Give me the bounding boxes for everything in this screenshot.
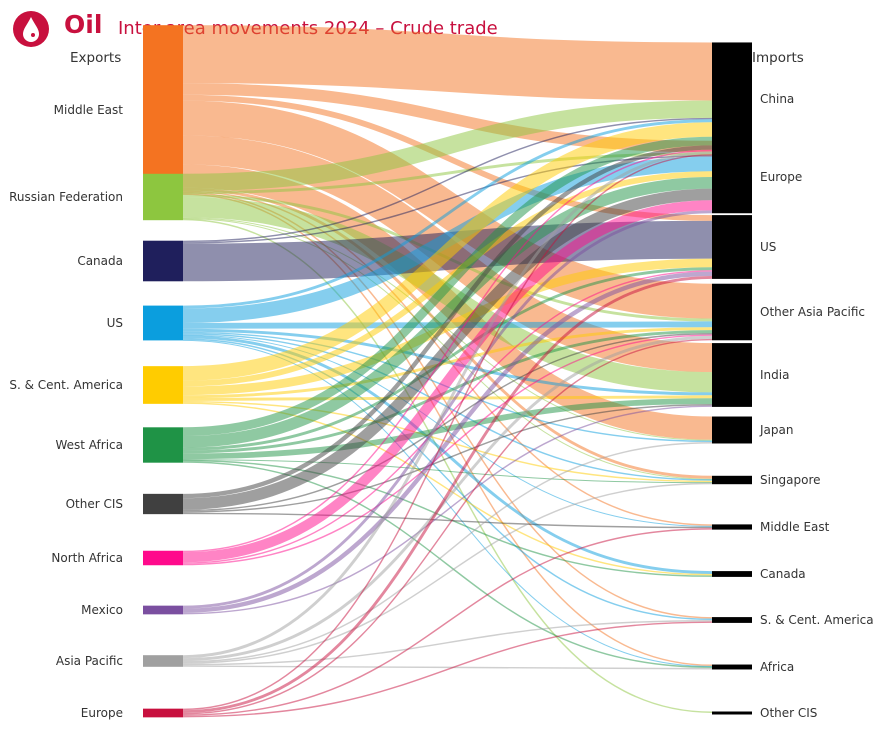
exporter-node <box>143 605 183 615</box>
exporter-label: Middle East <box>54 103 124 117</box>
exporter-node <box>143 708 183 718</box>
importer-node <box>712 711 752 715</box>
oil-drop-icon <box>13 11 49 47</box>
exporter-label: Canada <box>77 254 123 268</box>
importer-node <box>712 283 752 341</box>
importer-node <box>712 42 752 156</box>
flow-link <box>182 327 713 399</box>
importer-node <box>712 343 752 407</box>
flow-link <box>182 25 713 101</box>
importer-node <box>712 140 752 214</box>
flow-link <box>182 267 713 451</box>
importer-node <box>712 664 752 670</box>
flow-link <box>182 398 713 460</box>
importer-label: US <box>760 240 776 254</box>
flow-link <box>182 177 713 448</box>
exporter-node <box>143 240 183 282</box>
flow-link <box>182 395 713 401</box>
exporter-label: Russian Federation <box>9 190 123 204</box>
exporter-label: S. & Cent. America <box>9 378 123 392</box>
exporter-label: Other CIS <box>66 497 123 511</box>
flow-link <box>182 200 713 563</box>
flow-link <box>182 334 713 566</box>
flow-link <box>182 258 713 396</box>
flow-link <box>182 330 713 454</box>
flow-link <box>182 459 713 577</box>
flow-link <box>182 335 713 661</box>
importer-node <box>712 416 752 444</box>
imports-heading: Imports <box>752 50 804 66</box>
flow-link <box>182 270 713 564</box>
flow-link <box>182 187 713 479</box>
importer-label: China <box>760 92 794 106</box>
flow-link <box>182 119 713 309</box>
flow-link <box>182 621 713 718</box>
flow-link <box>182 461 713 669</box>
flow-link <box>182 620 713 666</box>
flow-link <box>182 136 713 437</box>
importer-node <box>712 475 752 485</box>
links <box>182 25 713 718</box>
importer-node <box>712 571 752 577</box>
exporter-node <box>143 655 183 667</box>
flow-link <box>182 117 713 243</box>
importer-label: Canada <box>760 567 806 581</box>
flow-link <box>182 459 713 484</box>
exporter-node <box>143 173 183 221</box>
exporter-node <box>143 427 183 463</box>
exports-heading: Exports <box>70 50 122 66</box>
flow-link <box>182 528 713 716</box>
flow-link <box>182 100 713 192</box>
flow-link <box>182 210 713 609</box>
exporter-label: North Africa <box>51 551 123 565</box>
exporter-node <box>143 550 183 566</box>
importer-label: Middle East <box>760 520 830 534</box>
importer-label: Japan <box>759 423 793 437</box>
exporter-label: Europe <box>81 706 123 720</box>
flow-link <box>182 482 713 664</box>
importer-label: Other Asia Pacific <box>760 305 865 319</box>
exporter-node <box>143 493 183 515</box>
flow-link <box>182 442 713 663</box>
exporter-label: US <box>107 316 123 330</box>
flow-link <box>182 188 713 510</box>
flow-link <box>182 665 713 670</box>
flow-link <box>182 276 713 713</box>
importer-node <box>712 524 752 530</box>
importer-node <box>712 617 752 623</box>
importer-label: Europe <box>760 170 802 184</box>
brand-label: Oil <box>64 10 103 39</box>
flow-link <box>182 151 713 659</box>
flow-link <box>182 122 713 381</box>
importer-label: S. & Cent. America <box>760 613 874 627</box>
flow-link <box>182 404 713 513</box>
importer-node <box>712 215 752 279</box>
exporter-label: West Africa <box>55 438 123 452</box>
exporter-label: Asia Pacific <box>56 654 123 668</box>
flow-link <box>182 149 713 553</box>
importer-label: Other CIS <box>760 706 817 720</box>
flow-link <box>182 145 713 499</box>
flow-link <box>182 512 713 529</box>
flow-link <box>182 405 713 615</box>
importer-label: Singapore <box>760 473 821 487</box>
exporter-label: Mexico <box>81 603 123 617</box>
flow-link <box>182 271 713 613</box>
flow-link <box>182 197 713 393</box>
importer-label: India <box>760 368 789 382</box>
importer-label: Africa <box>760 660 794 674</box>
flow-link <box>182 335 713 574</box>
flow-link <box>182 338 713 715</box>
exporter-node <box>143 366 183 404</box>
exporter-node <box>143 25 183 195</box>
flow-link <box>182 333 713 512</box>
exporter-node <box>143 305 183 341</box>
flow-link <box>182 154 713 711</box>
